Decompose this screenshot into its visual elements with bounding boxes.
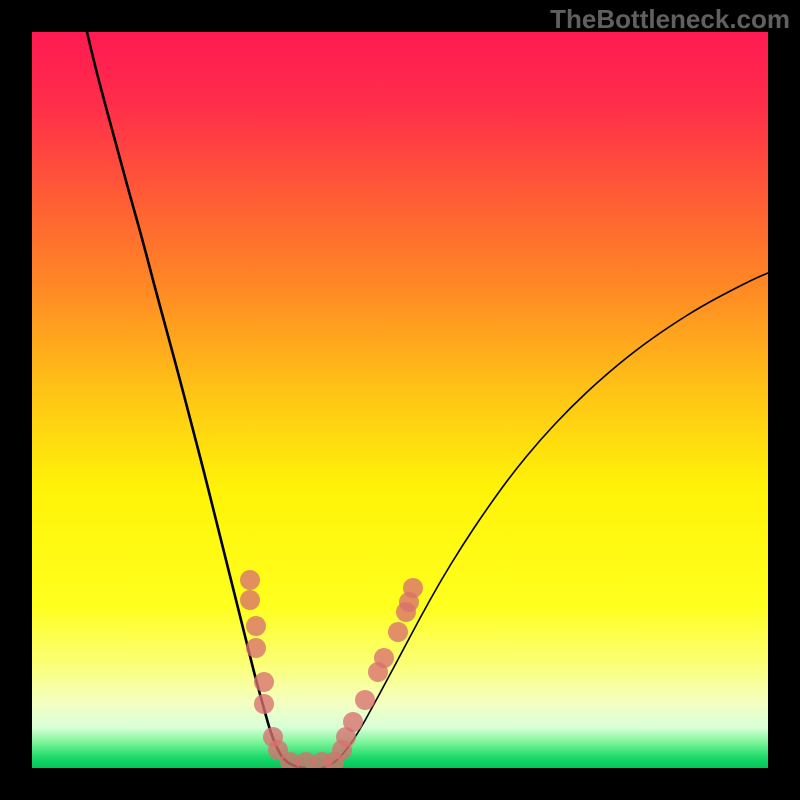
- marker-right: [403, 578, 423, 598]
- chart-svg: [32, 32, 768, 768]
- marker-left: [246, 616, 266, 636]
- gradient-background: [32, 32, 768, 768]
- figure-container: TheBottleneck.com: [0, 0, 800, 800]
- plot-area: [32, 32, 768, 768]
- marker-left: [246, 638, 266, 658]
- marker-right: [374, 648, 394, 668]
- watermark-text: TheBottleneck.com: [550, 4, 790, 35]
- marker-right: [388, 622, 408, 642]
- marker-right: [343, 712, 363, 732]
- marker-left: [240, 590, 260, 610]
- marker-right: [355, 690, 375, 710]
- marker-left: [254, 694, 274, 714]
- marker-left: [254, 672, 274, 692]
- marker-left: [240, 570, 260, 590]
